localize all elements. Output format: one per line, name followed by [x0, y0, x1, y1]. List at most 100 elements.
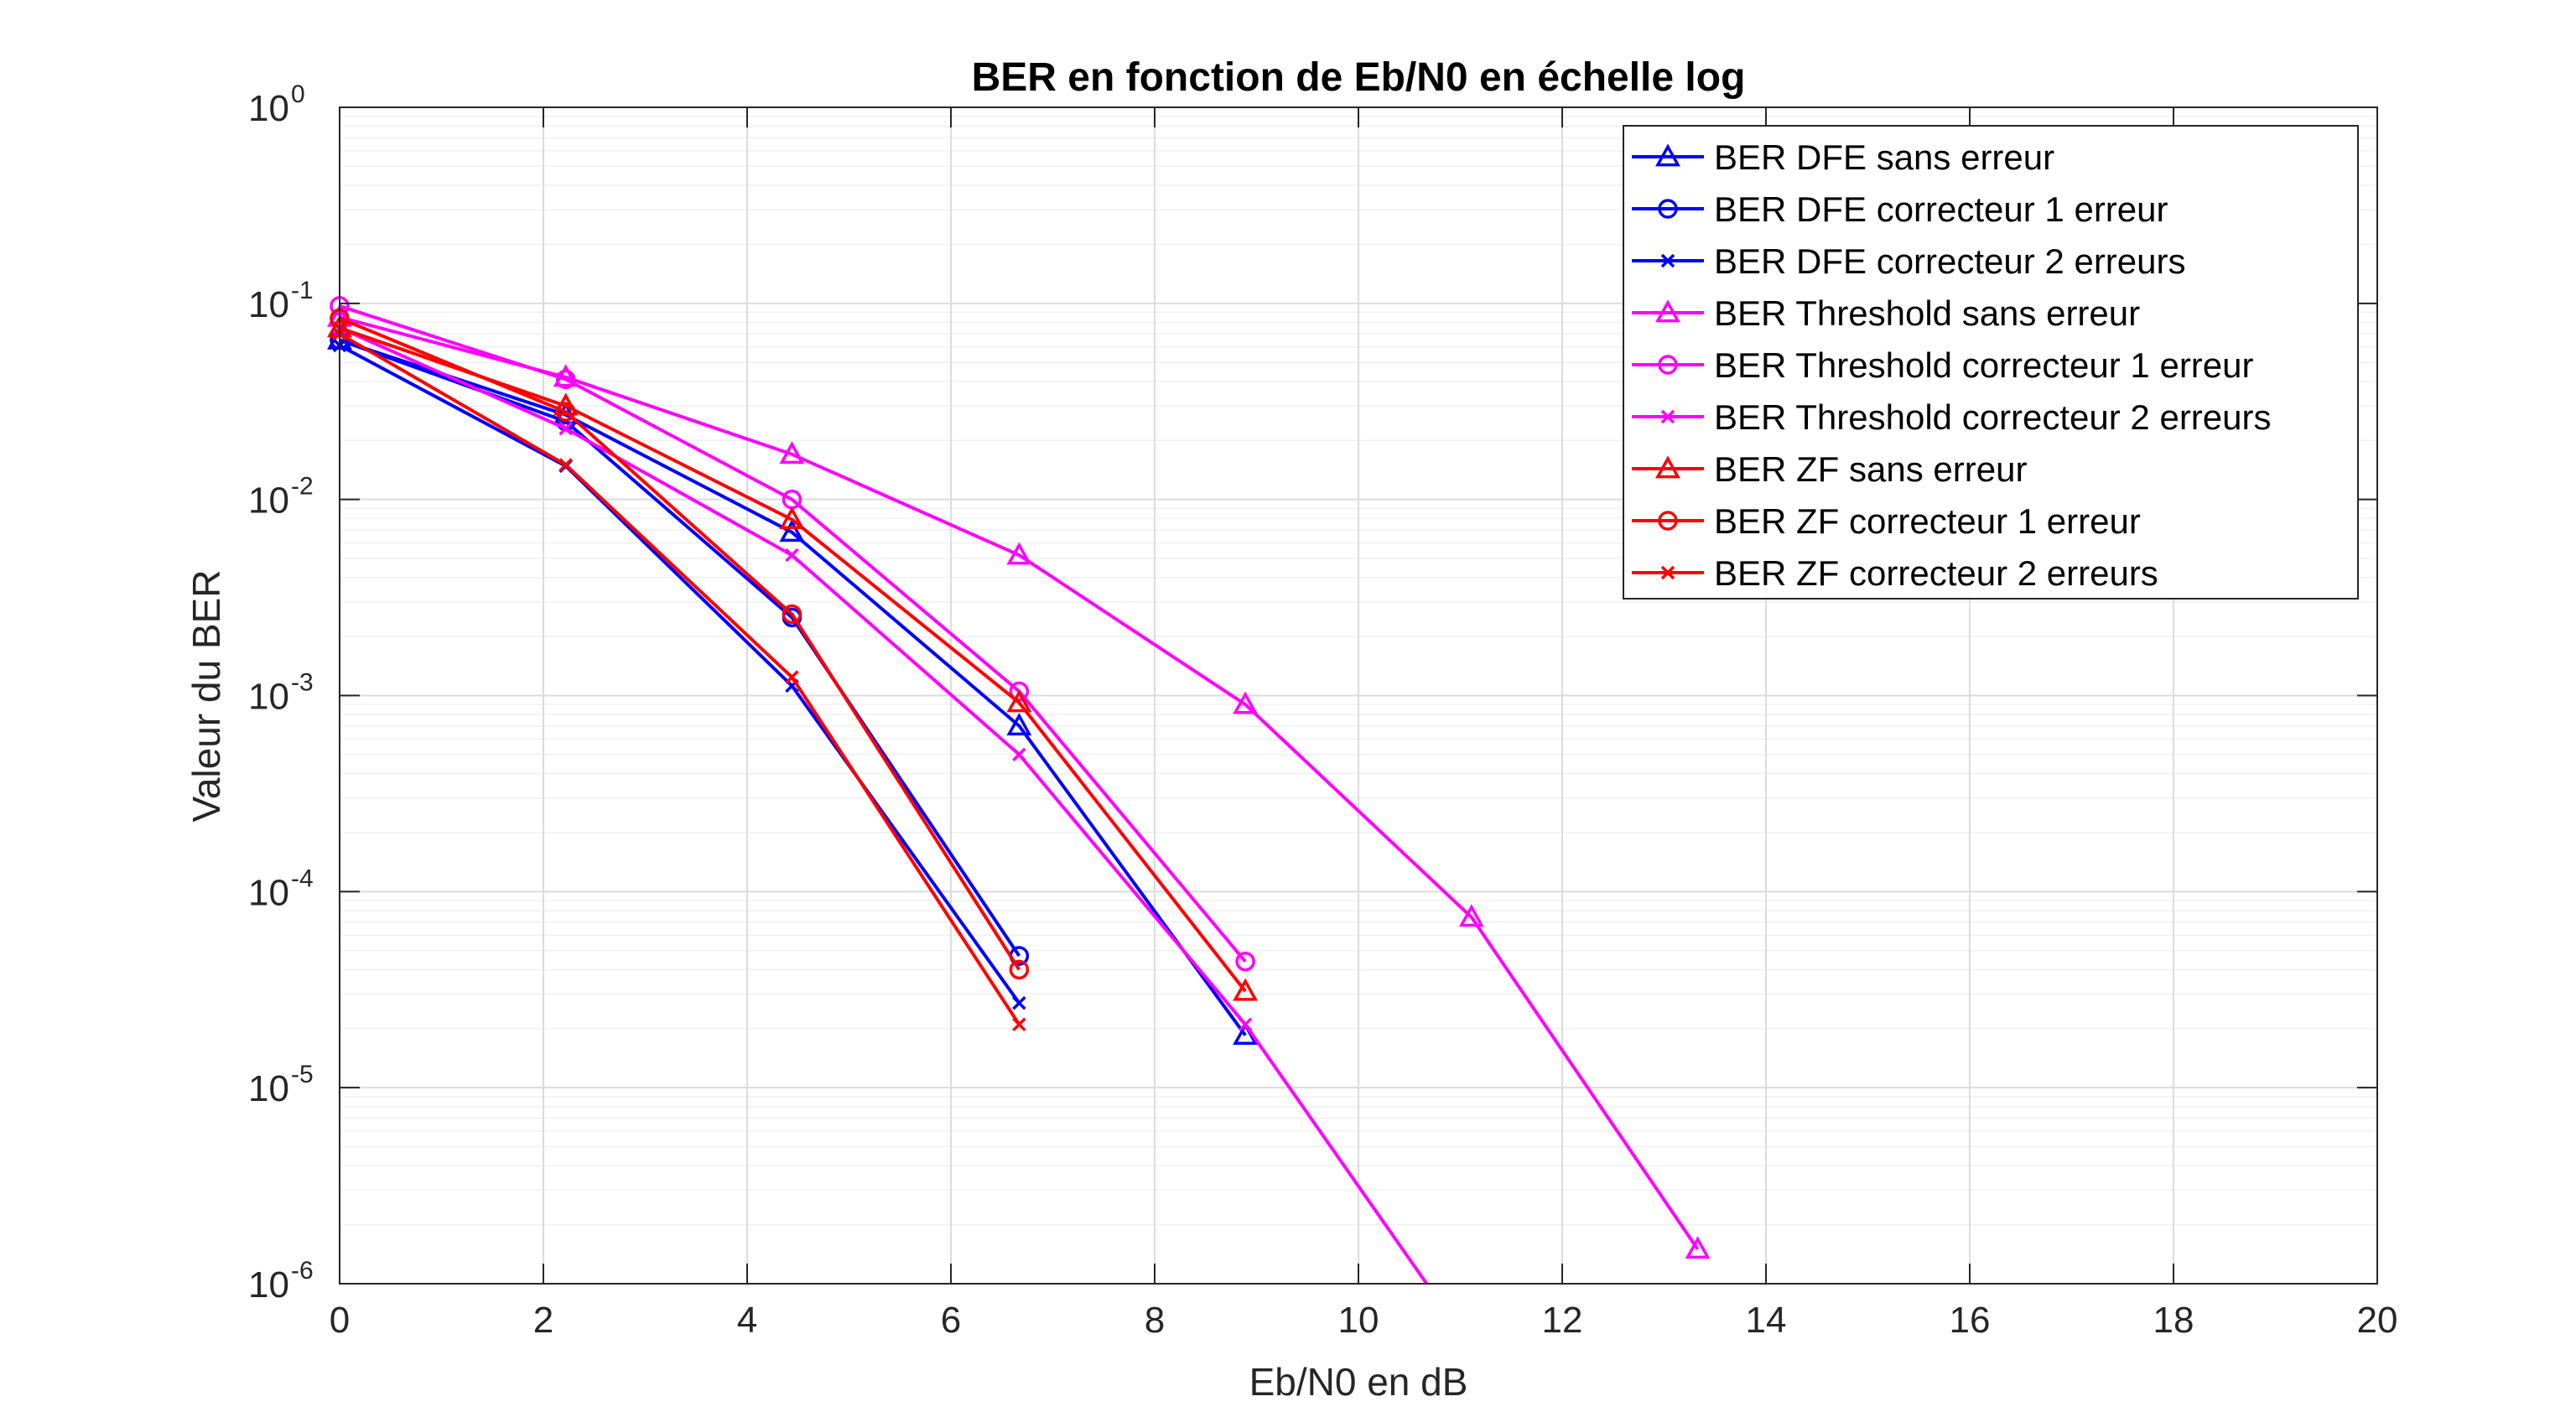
- y-tick-exponent: -2: [291, 473, 314, 501]
- y-tick-exponent: -5: [291, 1061, 314, 1088]
- x-tick-label: 18: [2153, 1300, 2194, 1341]
- data-point: [1233, 691, 1259, 714]
- legend-label: BER ZF correcteur 1 erreur: [1714, 501, 2141, 541]
- y-tick-label: 10 -2: [248, 473, 314, 522]
- data-point: [1655, 299, 1680, 323]
- series-line: [339, 315, 1700, 1250]
- y-tick-base: 10: [248, 1264, 289, 1306]
- data-point: [555, 402, 576, 422]
- y-tick-base: 10: [248, 872, 289, 913]
- data-point: [1660, 253, 1675, 268]
- data-point: [1006, 542, 1032, 565]
- x-tick-label: 0: [330, 1300, 350, 1341]
- data-point: [555, 369, 576, 390]
- x-tick-label: 2: [533, 1300, 553, 1341]
- legend-entry: BER ZF sans erreur: [1632, 449, 2027, 489]
- data-point: [779, 441, 805, 465]
- x-tick-label: 20: [2357, 1300, 2398, 1341]
- y-tick-base: 10: [248, 1068, 289, 1109]
- legend-entry: BER DFE correcteur 1 erreur: [1632, 189, 2168, 229]
- data-point: [1685, 1236, 1711, 1259]
- data-point: [1012, 1017, 1026, 1032]
- legend-label: BER ZF sans erreur: [1714, 449, 2027, 489]
- y-tick-label: 10 -6: [248, 1257, 314, 1306]
- x-tick-label: 4: [737, 1300, 757, 1341]
- y-tick-exponent: -4: [291, 864, 314, 892]
- y-tick-base: 10: [248, 284, 289, 325]
- legend-entry: BER DFE sans erreur: [1632, 138, 2054, 177]
- y-tick-exponent: -1: [291, 277, 314, 304]
- x-axis-label: Eb/N0 en dB: [1249, 1360, 1468, 1404]
- series-lines: [327, 296, 1711, 1285]
- y-tick-label: 10 -1: [248, 277, 314, 325]
- data-point: [1458, 904, 1484, 927]
- data-point: [1658, 355, 1678, 375]
- data-point: [782, 604, 802, 625]
- data-point: [1006, 689, 1032, 713]
- legend-label: BER Threshold correcteur 2 erreurs: [1714, 397, 2272, 437]
- data-point: [1006, 713, 1032, 736]
- legend-entry: BER ZF correcteur 1 erreur: [1632, 501, 2141, 541]
- data-point: [558, 421, 573, 436]
- y-tick-label: 10 0: [248, 80, 305, 129]
- data-point: [1009, 959, 1030, 980]
- legend-entry: BER Threshold correcteur 1 erreur: [1632, 345, 2254, 385]
- x-tick-label: 10: [1338, 1300, 1379, 1341]
- y-tick-exponent: -3: [291, 669, 314, 697]
- legend-label: BER DFE correcteur 2 erreurs: [1714, 241, 2186, 281]
- data-point: [1009, 681, 1030, 702]
- legend-label: BER DFE sans erreur: [1714, 138, 2054, 177]
- legend-box: [1623, 125, 2359, 600]
- data-point: [785, 548, 799, 563]
- y-axis-label: Valeur du BER: [184, 570, 228, 823]
- data-point: [1655, 143, 1680, 167]
- data-point: [1012, 747, 1026, 762]
- series-line: [339, 326, 1429, 1285]
- y-tick-label: 10 -3: [248, 669, 314, 718]
- legend-entry: BER ZF correcteur 2 erreurs: [1632, 553, 2158, 593]
- x-tick-label: 14: [1746, 1300, 1787, 1341]
- legend-label: BER Threshold correcteur 1 erreur: [1714, 345, 2254, 385]
- data-point: [1655, 455, 1680, 479]
- data-point: [779, 519, 805, 542]
- y-tick-base: 10: [248, 480, 289, 522]
- legend-entry: BER DFE correcteur 2 erreurs: [1632, 241, 2186, 281]
- data-point: [1012, 996, 1026, 1010]
- legend-entry: BER Threshold sans erreur: [1632, 293, 2140, 333]
- chart-title: BER en fonction de Eb/N0 en échelle log: [972, 55, 1746, 100]
- series-line: [339, 316, 1021, 971]
- x-tick-label: 16: [1950, 1300, 1991, 1341]
- legend-label: BER Threshold sans erreur: [1714, 293, 2140, 333]
- data-point: [1658, 199, 1678, 219]
- data-point: [1660, 409, 1675, 424]
- legend-entry: BER Threshold correcteur 2 erreurs: [1632, 397, 2272, 437]
- series-line: [339, 338, 1247, 1036]
- y-tick-exponent: 0: [291, 80, 305, 108]
- legend: BER DFE sans erreur BER DFE correcteur 1 …: [1623, 125, 2359, 600]
- data-point: [1233, 978, 1259, 1001]
- y-tick-label: 10 -5: [248, 1061, 314, 1109]
- x-tick-label: 12: [1542, 1300, 1583, 1341]
- legend-label: BER DFE correcteur 1 erreur: [1714, 189, 2168, 229]
- y-tick-label: 10 -4: [248, 864, 314, 913]
- data-point: [785, 670, 799, 684]
- series-line: [339, 338, 1021, 958]
- x-tick-label: 8: [1145, 1300, 1165, 1341]
- data-point: [1658, 511, 1678, 531]
- legend-label: BER ZF correcteur 2 erreurs: [1714, 553, 2158, 593]
- x-tick-label: 6: [941, 1300, 961, 1341]
- series-ber-zf-correcteur-1-erreur: [330, 308, 1030, 980]
- data-point: [558, 458, 573, 472]
- data-point: [1238, 1017, 1253, 1032]
- y-tick-exponent: -6: [291, 1257, 314, 1285]
- data-point: [779, 506, 805, 529]
- series-line: [339, 304, 1247, 963]
- data-point: [1235, 951, 1255, 972]
- series-line: [338, 332, 1021, 1025]
- y-tick-base: 10: [248, 88, 289, 129]
- data-point: [1660, 565, 1675, 580]
- series-line: [339, 344, 1021, 1004]
- y-tick-base: 10: [248, 677, 289, 718]
